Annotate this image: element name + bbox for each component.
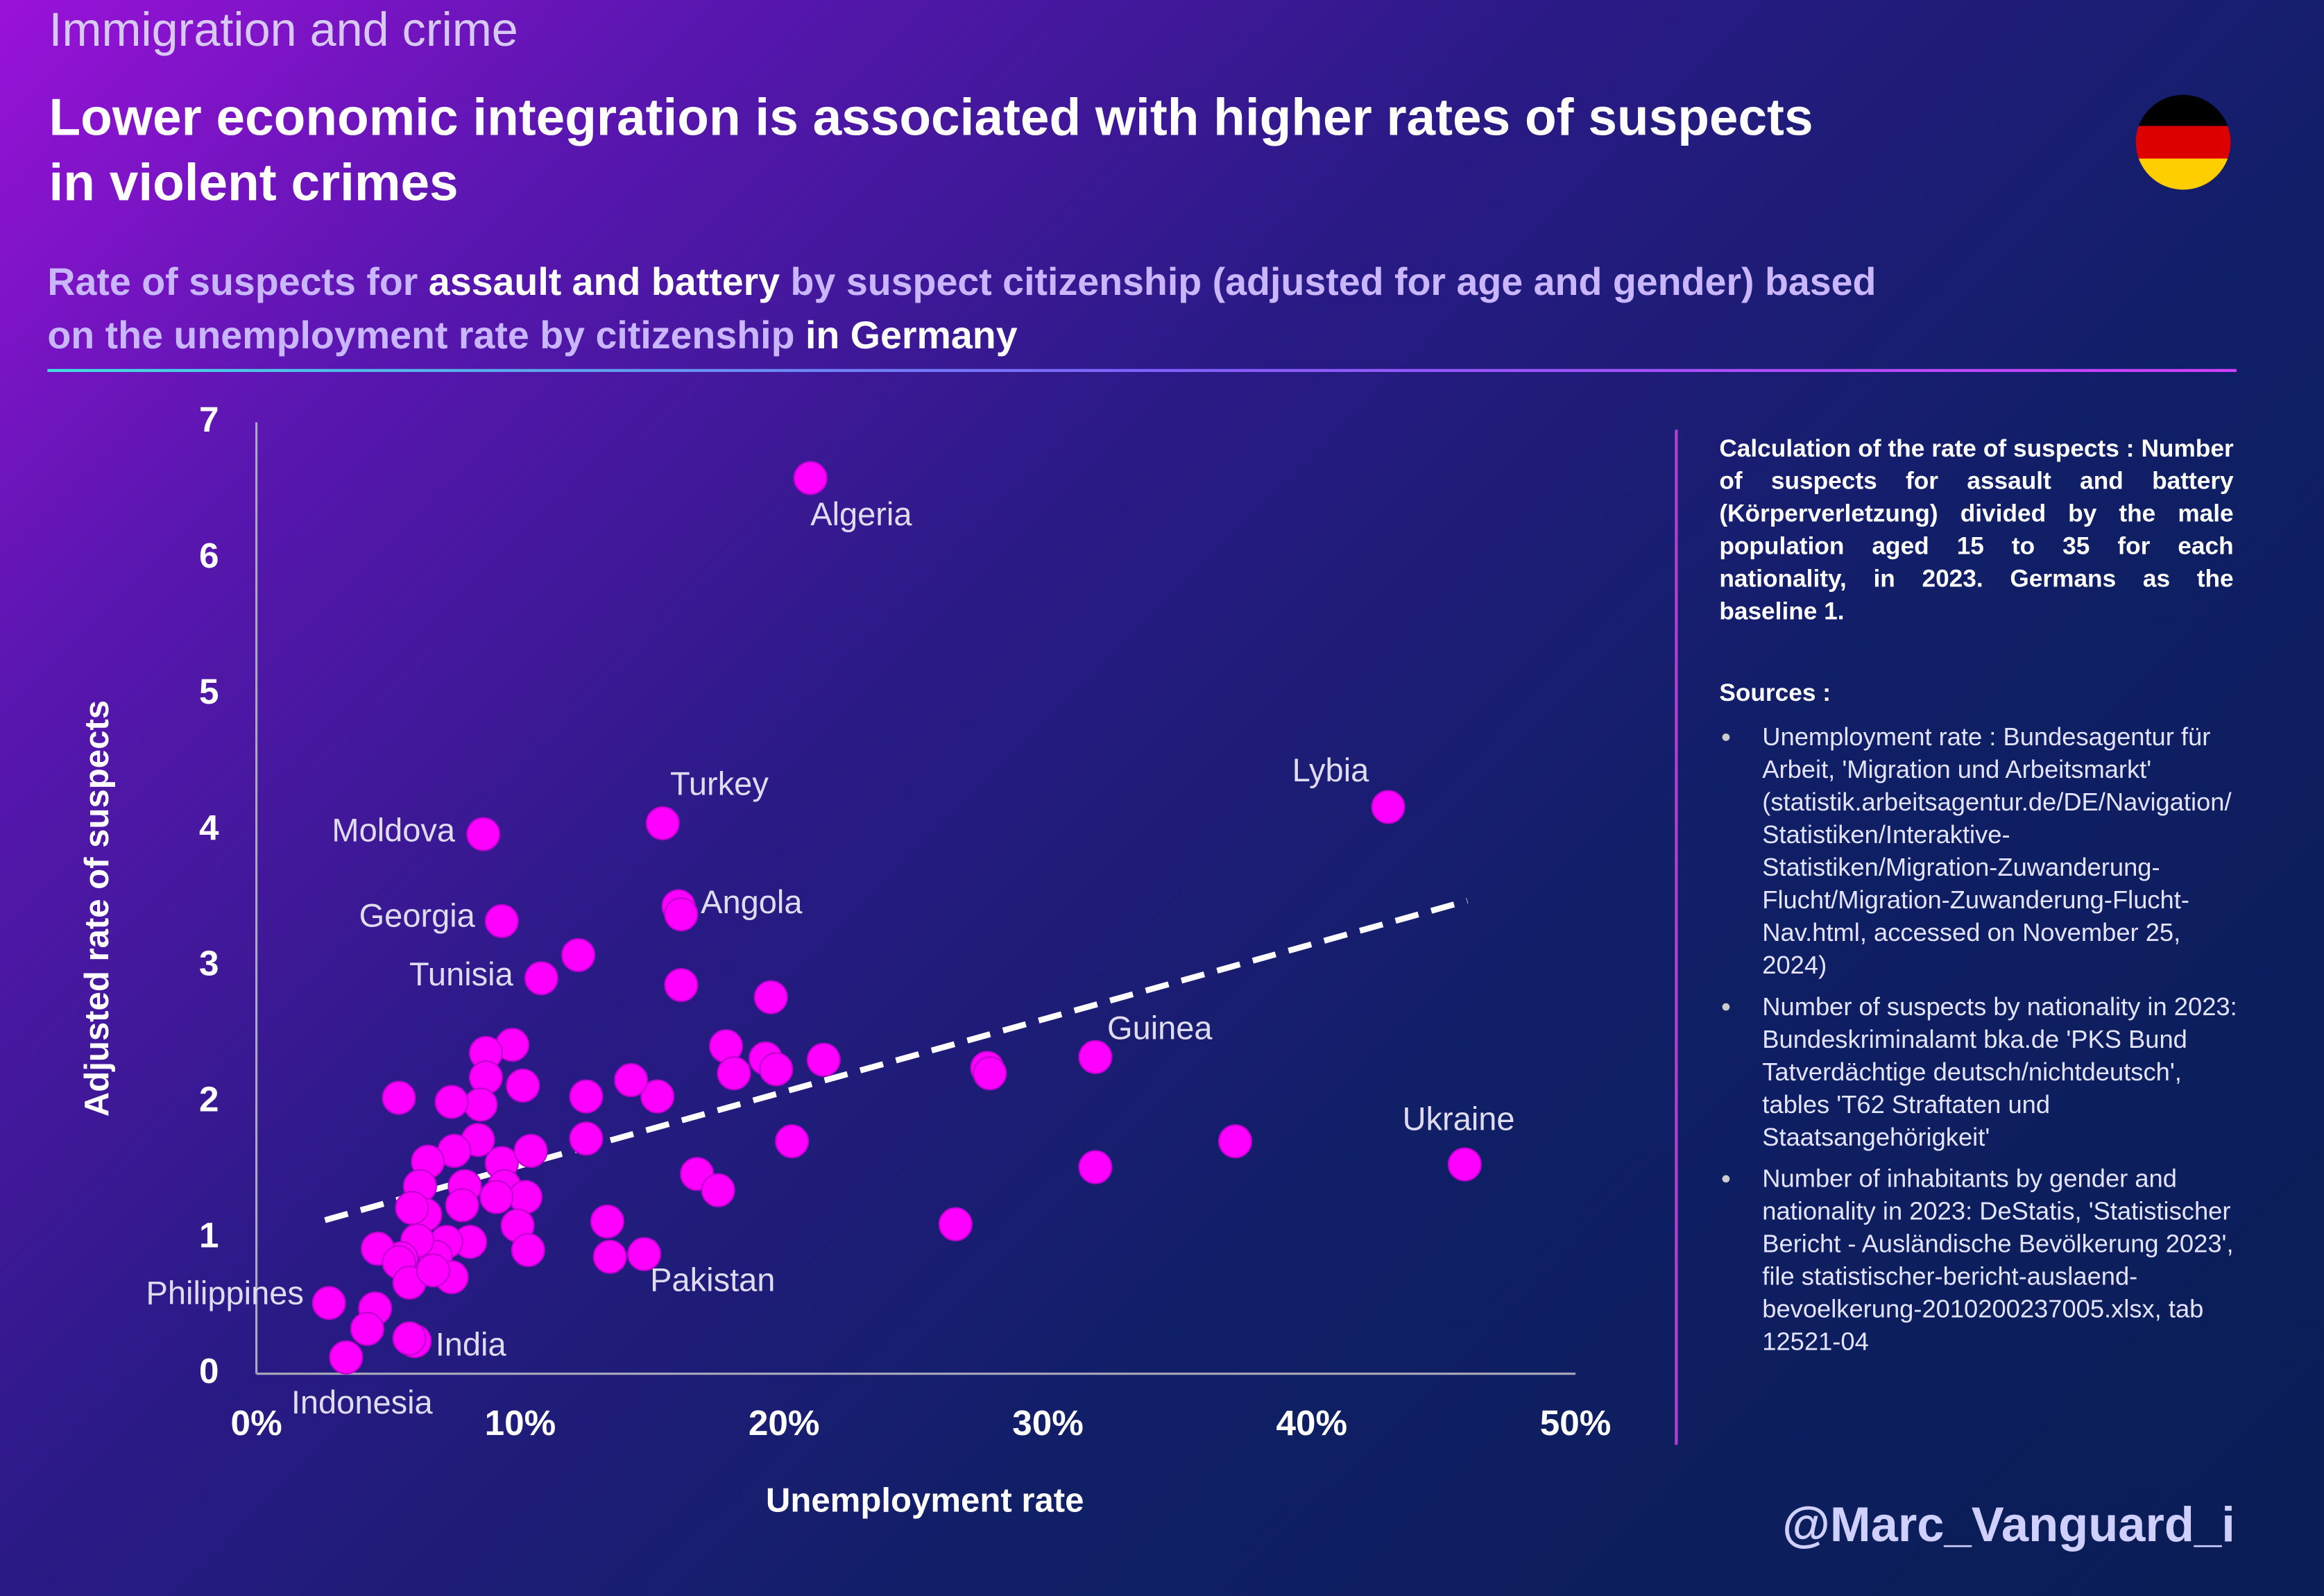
y-tick-label: 5 — [199, 672, 219, 711]
point — [392, 1321, 427, 1356]
y-tick-label: 1 — [199, 1215, 219, 1255]
points — [311, 461, 1482, 1375]
point — [484, 903, 519, 939]
point-label: Algeria — [810, 495, 912, 532]
point-label: Angola — [701, 883, 803, 920]
source-item: Unemployment rate : Bundesagentur für Ar… — [1722, 722, 2238, 983]
point — [775, 1124, 810, 1159]
point — [311, 1286, 346, 1321]
point-label: Guinea — [1107, 1009, 1213, 1046]
point — [753, 980, 788, 1015]
point — [513, 1133, 548, 1169]
point — [466, 817, 501, 851]
point — [973, 1056, 1007, 1091]
point — [445, 1188, 479, 1223]
point — [759, 1052, 794, 1087]
y-tick-label: 6 — [199, 536, 219, 575]
x-tick-label: 20% — [749, 1403, 820, 1443]
sources-list: Unemployment rate : Bundesagentur für Ar… — [1719, 722, 2238, 1368]
source-item: Number of suspects by nationality in 202… — [1722, 992, 2238, 1155]
x-tick-label: 50% — [1540, 1403, 1612, 1443]
calculation-note: Calculation of the rate of suspects : Nu… — [1719, 435, 2234, 626]
point-label: Philippines — [146, 1275, 304, 1311]
subtitle-part: Rate of suspects for — [47, 259, 429, 304]
point — [717, 1056, 751, 1091]
point-label: Lybia — [1292, 752, 1369, 788]
x-axis-label: Unemployment rate — [766, 1482, 1084, 1519]
point — [1447, 1147, 1482, 1182]
y-tick-label: 4 — [199, 808, 219, 847]
point — [1217, 1124, 1253, 1159]
x-tick-label: 30% — [1012, 1403, 1084, 1443]
point — [395, 1191, 429, 1225]
point — [664, 967, 699, 1003]
point — [701, 1173, 735, 1207]
point — [561, 937, 596, 972]
point-label: Tunisia — [409, 956, 514, 992]
point — [793, 461, 828, 495]
point — [506, 1068, 540, 1103]
subtitle-part: in Germany — [794, 312, 1018, 357]
subtitle: Rate of suspects for assault and battery… — [47, 255, 1876, 362]
point — [524, 961, 558, 996]
point-label: Turkey — [670, 765, 769, 801]
point — [569, 1121, 604, 1156]
point — [511, 1232, 545, 1267]
point — [1371, 790, 1405, 824]
point — [664, 897, 699, 932]
point-label: India — [436, 1326, 507, 1363]
point — [806, 1042, 841, 1077]
point-label: Ukraine — [1403, 1101, 1515, 1137]
point — [463, 1087, 498, 1122]
y-tick-label: 3 — [199, 944, 219, 983]
flag — [2135, 94, 2231, 190]
x-tick-label: 10% — [485, 1403, 556, 1443]
point — [592, 1239, 627, 1274]
point — [614, 1063, 649, 1098]
x-tick-label: 40% — [1276, 1403, 1347, 1443]
kicker: Immigration and crime — [49, 3, 518, 57]
point — [938, 1207, 973, 1241]
point — [1078, 1039, 1113, 1074]
point — [382, 1080, 416, 1115]
point — [569, 1079, 604, 1114]
point — [508, 1180, 543, 1214]
y-axis-label: Adjusted rate of suspects — [78, 700, 116, 1117]
subtitle-part: assault and battery — [428, 259, 780, 304]
subtitle-part: on the unemployment rate by citizenship — [47, 312, 795, 357]
title-line: in violent crimes — [49, 154, 459, 212]
point — [590, 1204, 624, 1239]
subtitle-line: Rate of suspects for assault and battery… — [47, 255, 1876, 308]
point — [350, 1311, 384, 1346]
title: Lower economic integration is associated… — [49, 86, 1813, 217]
point — [1078, 1150, 1113, 1185]
point — [645, 806, 680, 840]
x-tick-label: 0% — [231, 1403, 282, 1443]
divider — [47, 368, 2237, 373]
point-label: Moldova — [332, 811, 455, 848]
subtitle-line: on the unemployment rate by citizenship … — [47, 308, 1876, 362]
subtitle-part: by suspect citizenship (adjusted for age… — [780, 259, 1877, 304]
point — [329, 1340, 364, 1375]
point-label: Georgia — [359, 897, 476, 934]
source-item: Number of inhabitants by gender and nati… — [1722, 1163, 2238, 1359]
point-label: Pakistan — [650, 1261, 775, 1298]
point — [479, 1180, 514, 1214]
title-line: Lower economic integration is associated… — [49, 89, 1813, 147]
point — [434, 1085, 469, 1119]
point — [416, 1253, 450, 1288]
point — [627, 1237, 662, 1271]
sources-heading: Sources : — [1719, 680, 1831, 707]
credit: @Marc_Vanguard_i — [1782, 1496, 2235, 1552]
point — [640, 1079, 675, 1114]
y-tick-label: 7 — [199, 400, 219, 439]
y-tick-label: 2 — [199, 1079, 219, 1119]
point-label: Indonesia — [291, 1384, 434, 1420]
y-tick-label: 0 — [199, 1351, 219, 1391]
